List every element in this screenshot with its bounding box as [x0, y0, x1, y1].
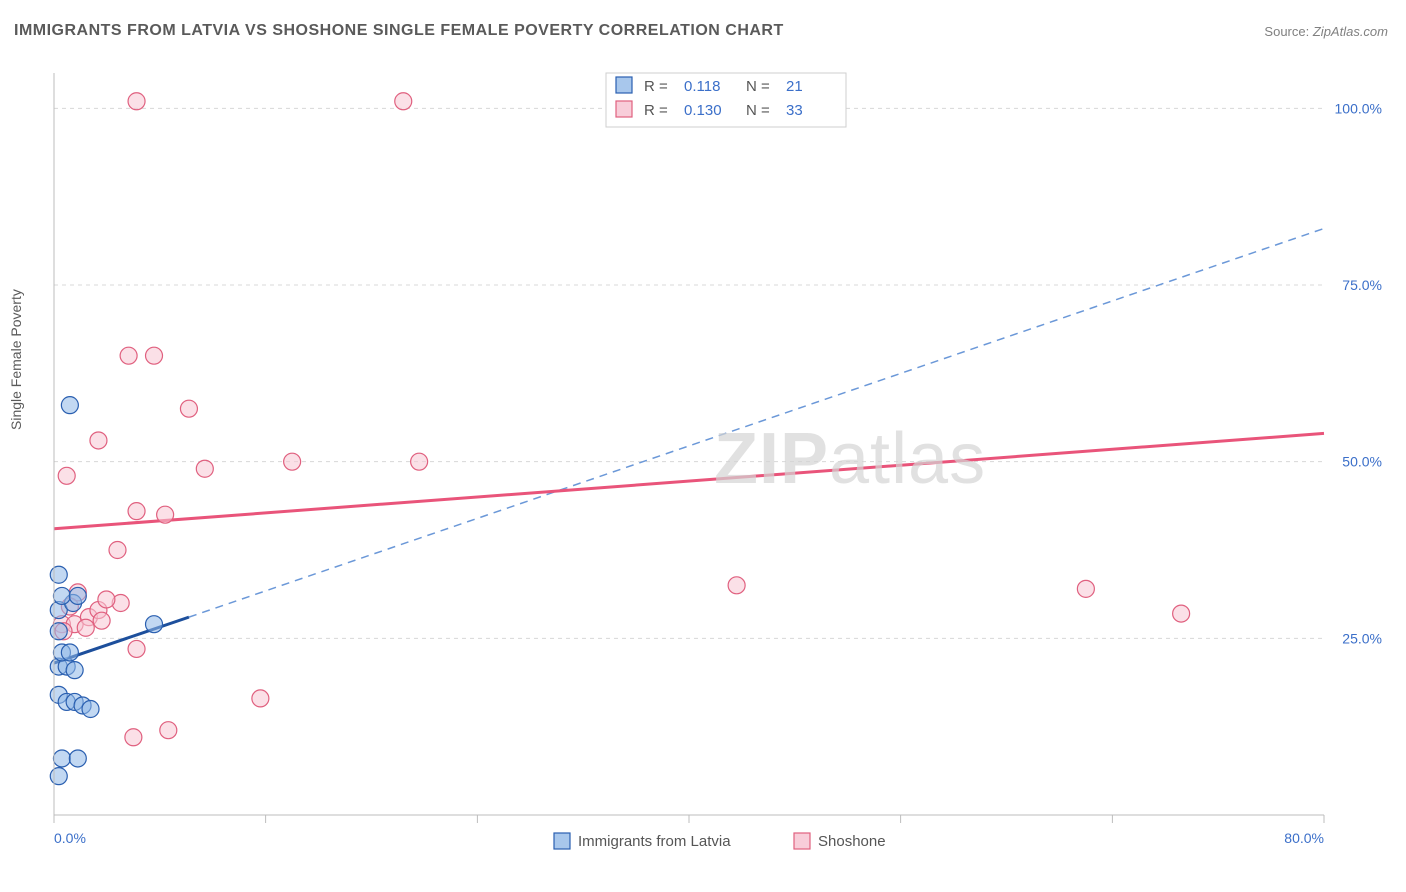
data-point — [90, 432, 107, 449]
data-point — [125, 729, 142, 746]
data-point — [157, 506, 174, 523]
source-attribution: Source: ZipAtlas.com — [1264, 24, 1388, 39]
correlation-legend — [606, 73, 846, 127]
data-point — [180, 400, 197, 417]
chart-title: IMMIGRANTS FROM LATVIA VS SHOSHONE SINGL… — [14, 22, 784, 40]
data-point — [50, 768, 67, 785]
data-point — [69, 750, 86, 767]
data-point — [93, 612, 110, 629]
series-swatch — [554, 833, 570, 849]
data-point — [66, 662, 83, 679]
trend-line — [54, 433, 1324, 528]
data-point — [728, 577, 745, 594]
legend-n-label: N = — [746, 102, 770, 119]
data-point — [53, 750, 70, 767]
legend-r-label: R = — [644, 78, 668, 95]
data-point — [77, 619, 94, 636]
y-tick-label: 100.0% — [1335, 100, 1382, 116]
legend-n-value: 21 — [786, 78, 803, 95]
data-point — [50, 623, 67, 640]
data-point — [98, 591, 115, 608]
chart-area: ZIPatlas 0.0% 80.0% 25.0% 50.0% 75.0% 100.0% R … — [44, 63, 1394, 843]
data-point — [61, 644, 78, 661]
y-axis-label: Single Female Poverty — [8, 289, 24, 430]
y-tick-label: 75.0% — [1342, 277, 1382, 293]
data-point — [196, 460, 213, 477]
data-point — [50, 566, 67, 583]
data-point — [120, 347, 137, 364]
chart-svg: ZIPatlas 0.0% 80.0% 25.0% 50.0% 75.0% 100.0% R … — [44, 63, 1394, 863]
x-tick-label: 80.0% — [1284, 830, 1324, 846]
data-point — [1173, 605, 1190, 622]
data-point — [1077, 580, 1094, 597]
y-tick-label: 50.0% — [1342, 454, 1382, 470]
data-point — [395, 93, 412, 110]
data-point — [146, 347, 163, 364]
legend-r-value: 0.130 — [684, 102, 722, 119]
legend-n-value: 33 — [786, 102, 803, 119]
legend-r-label: R = — [644, 102, 668, 119]
data-point — [160, 722, 177, 739]
legend-r-value: 0.118 — [684, 78, 720, 95]
source-value: ZipAtlas.com — [1313, 24, 1388, 39]
source-label: Source: — [1264, 24, 1309, 39]
legend-n-label: N = — [746, 78, 770, 95]
data-point — [69, 587, 86, 604]
data-point — [128, 640, 145, 657]
data-point — [128, 503, 145, 520]
series-label: Shoshone — [818, 833, 886, 850]
watermark: ZIPatlas — [714, 419, 986, 499]
data-point — [146, 616, 163, 633]
data-point — [128, 93, 145, 110]
data-point — [61, 397, 78, 414]
data-point — [58, 467, 75, 484]
legend-swatch — [616, 77, 632, 93]
data-point — [411, 453, 428, 470]
data-point — [53, 587, 70, 604]
data-point — [109, 542, 126, 559]
x-tick-label: 0.0% — [54, 830, 86, 846]
data-point — [82, 701, 99, 718]
data-point — [252, 690, 269, 707]
series-swatch — [794, 833, 810, 849]
series-label: Immigrants from Latvia — [578, 833, 731, 850]
y-tick-label: 25.0% — [1342, 630, 1382, 646]
data-point — [284, 453, 301, 470]
legend-swatch — [616, 101, 632, 117]
